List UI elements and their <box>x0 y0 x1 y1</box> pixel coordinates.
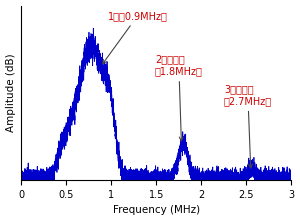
X-axis label: Frequency (MHz): Frequency (MHz) <box>113 206 200 215</box>
Text: 1次（0.9MHz）: 1次（0.9MHz） <box>103 11 167 64</box>
Text: 2次高調波
（1.8MHz）: 2次高調波 （1.8MHz） <box>155 54 203 141</box>
Text: 3次高調波
（2.7MHz）: 3次高調波 （2.7MHz） <box>224 84 272 168</box>
Y-axis label: Amplitude (dB): Amplitude (dB) <box>6 53 16 132</box>
